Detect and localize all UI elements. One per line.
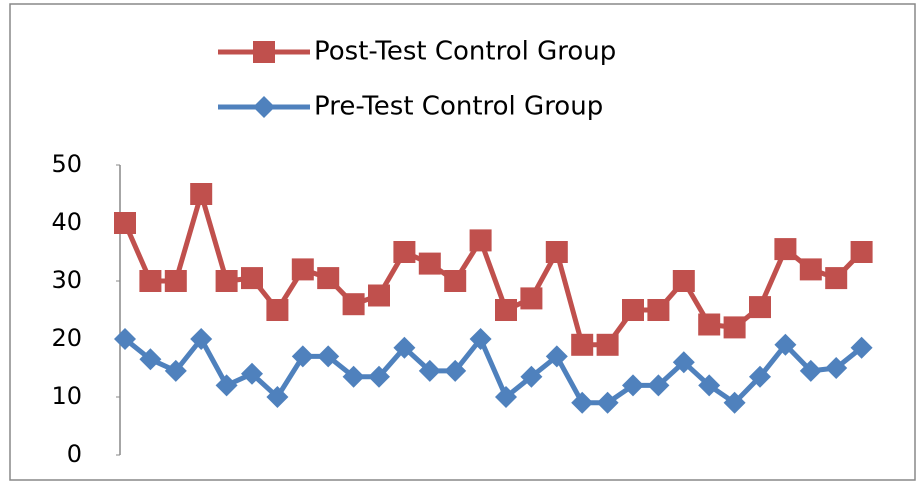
- marker: [418, 359, 441, 382]
- marker: [317, 345, 340, 368]
- marker: [393, 336, 416, 359]
- y-tick-label: 20: [51, 324, 82, 352]
- marker: [723, 316, 746, 339]
- marker: [368, 284, 390, 307]
- series-line: [122, 191, 864, 348]
- marker: [241, 362, 263, 385]
- marker: [253, 96, 275, 118]
- marker: [825, 357, 848, 379]
- marker: [622, 299, 644, 321]
- marker: [253, 41, 275, 63]
- marker: [774, 333, 797, 356]
- marker: [266, 386, 289, 408]
- y-tick-label: 50: [51, 150, 82, 178]
- marker: [749, 296, 771, 319]
- y-tick-label: 30: [51, 266, 82, 294]
- marker: [469, 328, 492, 350]
- marker: [850, 336, 873, 359]
- marker: [571, 391, 594, 414]
- legend-label: Pre-Test Control Group: [314, 92, 603, 122]
- marker: [698, 313, 721, 336]
- marker: [368, 365, 390, 388]
- y-tick-label: 0: [67, 440, 82, 468]
- marker: [571, 333, 594, 356]
- marker: [545, 345, 568, 368]
- marker: [139, 348, 162, 371]
- marker: [596, 333, 619, 356]
- marker: [114, 212, 136, 234]
- series-line: [123, 336, 864, 406]
- marker: [190, 328, 213, 350]
- marker: [393, 241, 416, 263]
- marker: [596, 391, 619, 414]
- y-tick-label: 10: [51, 382, 82, 410]
- marker: [215, 270, 238, 292]
- marker: [672, 351, 695, 374]
- marker: [825, 267, 848, 290]
- marker: [799, 258, 822, 281]
- chart-frame: [9, 3, 916, 481]
- marker: [139, 270, 162, 292]
- marker: [799, 359, 822, 382]
- marker: [164, 359, 187, 382]
- y-tick-label: 40: [51, 208, 82, 236]
- marker: [698, 374, 721, 397]
- marker: [723, 391, 746, 414]
- marker: [774, 238, 797, 261]
- legend-label: Post-Test Control Group: [314, 37, 616, 67]
- marker: [469, 229, 492, 252]
- marker: [495, 299, 517, 321]
- marker: [647, 374, 670, 397]
- marker: [418, 252, 441, 275]
- marker: [291, 345, 314, 368]
- marker: [520, 365, 543, 388]
- marker: [114, 328, 136, 350]
- marker: [672, 270, 695, 292]
- marker: [850, 241, 873, 263]
- marker: [444, 270, 467, 292]
- marker: [647, 299, 670, 321]
- marker: [266, 299, 289, 321]
- marker: [622, 374, 644, 397]
- marker: [190, 183, 213, 205]
- marker: [749, 365, 771, 388]
- marker: [164, 270, 187, 292]
- marker: [545, 241, 568, 263]
- marker: [520, 287, 543, 310]
- marker: [215, 374, 238, 397]
- marker: [495, 386, 517, 408]
- marker: [291, 258, 314, 281]
- marker: [342, 293, 365, 316]
- marker: [342, 365, 365, 388]
- marker: [444, 359, 467, 382]
- marker: [241, 267, 263, 290]
- marker: [317, 267, 340, 290]
